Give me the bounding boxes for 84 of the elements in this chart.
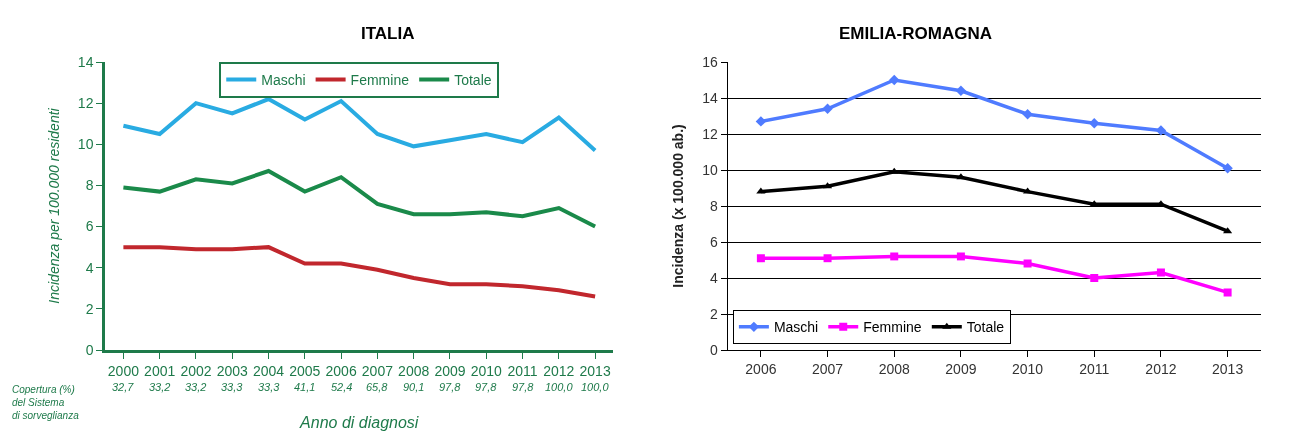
y-tick-label: 2 <box>709 305 718 322</box>
x-tick-label: 2011 <box>1079 360 1110 377</box>
x-tick-label: 2009 <box>945 360 977 377</box>
y-tick-label: 6 <box>85 218 94 235</box>
y-tick-label: 8 <box>85 177 94 194</box>
point <box>1222 163 1233 174</box>
y-tick-label: 10 <box>77 136 94 153</box>
y-tick-label: 2 <box>85 300 94 317</box>
point <box>1023 259 1032 268</box>
x-tick-label: 2007 <box>361 362 394 379</box>
point <box>1155 125 1167 136</box>
point <box>756 187 766 194</box>
x-tick-label: 2006 <box>745 360 777 377</box>
y-tick-label: 4 <box>85 259 94 276</box>
x-tick-label: 2011 <box>507 362 538 379</box>
y-tick-label: 14 <box>77 53 94 70</box>
line-series <box>121 97 598 153</box>
point <box>1090 274 1099 282</box>
x-tick-label: 2008 <box>878 360 911 377</box>
x-tick-label: 2007 <box>811 360 844 377</box>
text: 100,0 <box>581 381 610 393</box>
point <box>822 103 833 114</box>
y-tick-label: 8 <box>709 197 718 214</box>
y-axis-title: Incidenza per 100.000 residenti <box>46 107 63 304</box>
point <box>1156 268 1165 277</box>
legend-label: Totale <box>454 72 492 89</box>
y-tick-label: 10 <box>702 161 718 178</box>
point <box>1223 288 1232 297</box>
text: 33,3 <box>221 381 244 393</box>
text: 100,0 <box>545 381 574 393</box>
x-tick-label: 2012 <box>543 362 575 379</box>
point <box>889 74 900 86</box>
y-tick-label: 0 <box>709 341 718 358</box>
text: 97,8 <box>439 381 462 393</box>
y-tick-label: 16 <box>702 53 718 70</box>
x-tick-label: 2010 <box>470 362 503 379</box>
y-axis-title: Incidenza (x 100.000 ab.) <box>669 124 686 288</box>
point <box>823 254 832 263</box>
y-tick-label: 6 <box>709 233 718 250</box>
point <box>1022 109 1033 120</box>
line-series <box>121 169 598 229</box>
x-axis-title: Anno di diagnosi <box>299 414 419 432</box>
y-tick-label: 0 <box>85 341 94 358</box>
x-tick-label: 2009 <box>434 362 466 379</box>
y-tick-label: 14 <box>702 89 718 106</box>
x-tick-label: 2003 <box>216 362 249 379</box>
legend-label: Maschi <box>773 319 819 336</box>
text: 32,7 <box>112 381 135 393</box>
chart-title: ITALIA <box>361 24 415 43</box>
text: 97,8 <box>512 381 535 393</box>
text: 97,8 <box>475 381 498 393</box>
point <box>956 252 965 261</box>
y-tick-label: 4 <box>709 269 718 286</box>
x-tick-label: 2005 <box>289 362 321 379</box>
text: 65,8 <box>366 381 389 393</box>
text: 41,1 <box>294 381 316 393</box>
y-tick-label: 12 <box>77 95 94 112</box>
text: Copertura (%) del Sistema di sorveglianza <box>12 384 80 421</box>
x-tick-label: 2006 <box>325 362 357 379</box>
x-tick-label: 2012 <box>1145 360 1177 377</box>
text: 52,4 <box>331 381 353 393</box>
point <box>890 252 899 261</box>
text: 33,2 <box>185 381 207 393</box>
y-tick-label: 12 <box>702 125 718 142</box>
x-tick-label: 2008 <box>398 362 430 379</box>
legend-label: Femmine <box>350 72 410 89</box>
x-tick-label: 2001 <box>144 362 176 379</box>
text: 33,2 <box>149 381 171 393</box>
x-tick-label: 2000 <box>107 362 140 379</box>
line-series <box>121 245 598 299</box>
x-tick-label: 2004 <box>252 362 285 379</box>
point <box>955 85 967 96</box>
x-tick-label: 2002 <box>180 362 212 379</box>
x-tick-label: 2013 <box>1212 360 1244 377</box>
legend-label: Maschi <box>261 72 306 89</box>
point <box>755 116 767 127</box>
point <box>756 254 765 263</box>
x-tick-label: 2013 <box>579 362 611 379</box>
legend-label: Femmine <box>863 319 922 336</box>
chart-title: EMILIA-ROMAGNA <box>839 24 992 43</box>
x-tick-label: 2010 <box>1012 360 1044 377</box>
legend-label: Totale <box>966 319 1005 336</box>
text: 90,1 <box>403 381 425 393</box>
text: 33,3 <box>258 381 281 393</box>
